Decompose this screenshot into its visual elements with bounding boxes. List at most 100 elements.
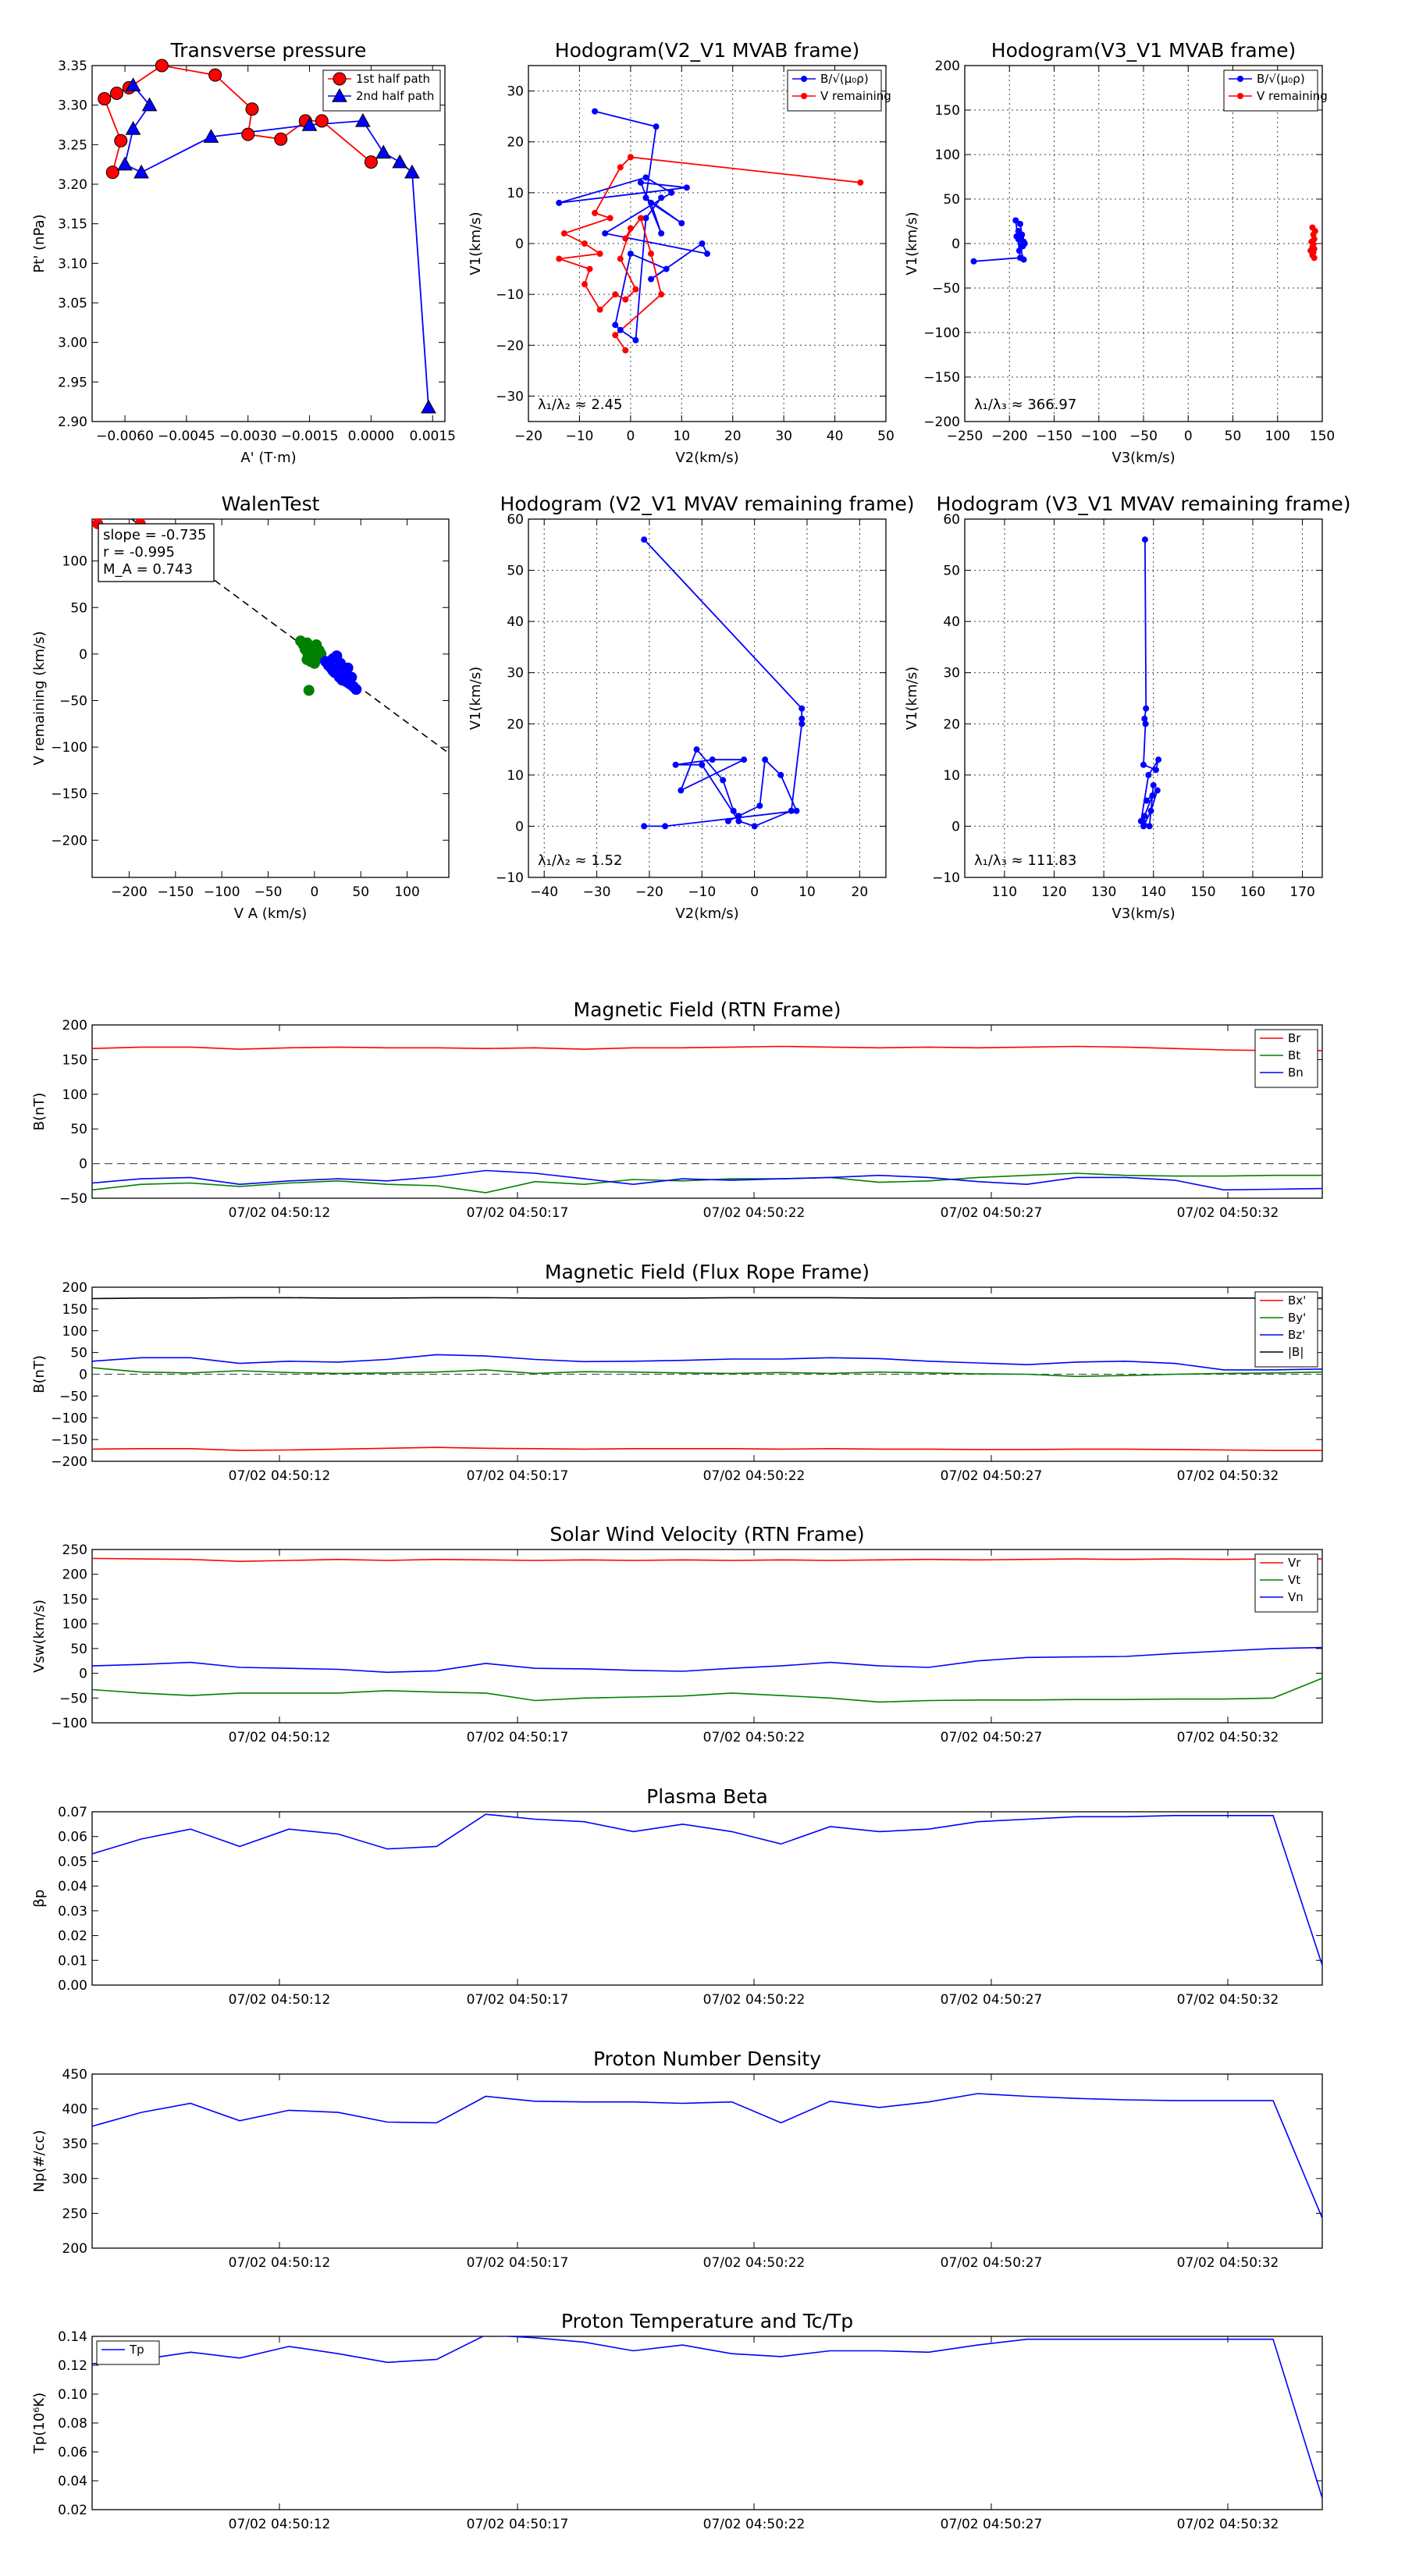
- chart-t3-legend-label: Vt: [1288, 1573, 1300, 1587]
- chart-p5-ylabel: V1(km/s): [468, 667, 484, 730]
- chart-t6-ytick-label: 0.10: [58, 2387, 87, 2403]
- chart-p2-xtick-label: 40: [827, 429, 844, 444]
- chart-p2-series-v-remaining-point: [622, 296, 629, 303]
- chart-p3-legend-label: V remaining: [1257, 89, 1328, 103]
- chart-t1-xtick-label: 07/02 04:50:32: [1177, 1205, 1279, 1221]
- chart-p2-ytick-label: −20: [496, 338, 524, 354]
- chart-p2-eigen-ratio: λ₁/λ₂ ≈ 2.45: [538, 397, 622, 413]
- chart-p4-xtick-label: −200: [111, 884, 148, 900]
- chart-p2-series-b--point: [642, 215, 649, 222]
- chart-p4-xtick-label: 50: [352, 884, 369, 900]
- chart-t6-xtick-label: 07/02 04:50:17: [467, 2517, 569, 2532]
- chart-p4-xtick-label: −150: [157, 884, 194, 900]
- chart-p3-ytick-label: −150: [923, 370, 960, 386]
- chart-p5-series-b--point: [756, 802, 763, 809]
- chart-t6-ytick-label: 0.02: [58, 2503, 87, 2518]
- chart-t1-xtick-label: 07/02 04:50:12: [229, 1205, 331, 1221]
- chart-p2-series-b--point: [678, 219, 685, 226]
- chart-p4-point-blue: [340, 667, 351, 678]
- chart-p4-stat-0: slope = -0.735: [103, 527, 206, 543]
- chart-t6-ylabel: Tp(10⁶K): [31, 2393, 48, 2454]
- chart-p3-series-b--point: [1020, 256, 1027, 263]
- chart-t3-ylabel: Vsw(km/s): [31, 1599, 48, 1673]
- chart-p2-series-v-remaining-point: [612, 291, 619, 298]
- chart-p5-title: Hodogram (V2_V1 MVAV remaining frame): [500, 493, 915, 515]
- chart-p1-legend-label: 1st half path: [356, 72, 430, 86]
- chart-p1-series-2nd-half-path-point: [141, 97, 158, 112]
- chart-p2-series-v-remaining-point: [596, 306, 603, 313]
- chart-t5-series-np: [92, 2093, 1322, 2218]
- chart-t1-ytick-label: 200: [62, 1018, 87, 1034]
- chart-p3-series-b--point: [1013, 233, 1020, 240]
- chart-p5-ytick-label: 20: [507, 717, 524, 732]
- chart-p2-series-v-remaining-point: [581, 240, 588, 247]
- chart-p5-ytick-label: −10: [496, 870, 524, 886]
- chart-p5-xlabel: V2(km/s): [675, 906, 738, 922]
- chart-p3-ytick-label: 0: [951, 237, 960, 252]
- chart-t1-xtick-label: 07/02 04:50:27: [941, 1205, 1043, 1221]
- chart-p1-legend-marker: [332, 87, 347, 102]
- chart-t3-series-vn: [92, 1646, 1322, 1674]
- chart-p2-series-b--point: [612, 322, 619, 329]
- chart-t3-ytick-label: 150: [62, 1592, 87, 1607]
- chart-t5-ytick-label: 350: [62, 2137, 87, 2152]
- chart-p5-series-b--point: [662, 823, 669, 830]
- chart-p4-point-blue: [327, 665, 339, 677]
- chart-p1-ytick-label: 3.00: [58, 336, 87, 351]
- chart-t1-series-br: [92, 1045, 1322, 1051]
- chart-p3-series-b--point: [1016, 220, 1023, 227]
- chart-p1-ytick-label: 3.05: [58, 296, 87, 311]
- chart-p2-series-v-remaining-point: [560, 229, 567, 237]
- chart-p3-series-v-remaining-point: [1311, 254, 1318, 262]
- chart-t3-series-vr: [92, 1557, 1322, 1563]
- chart-p4-xlabel: V A (km/s): [234, 906, 308, 922]
- chart-t6-xtick-label: 07/02 04:50:27: [941, 2517, 1043, 2532]
- chart-p2-xtick-label: −20: [514, 429, 542, 444]
- chart-p6-xtick-label: 150: [1190, 884, 1215, 900]
- chart-p2-ytick-label: 20: [507, 135, 524, 151]
- chart-t4-xtick-label: 07/02 04:50:32: [1177, 1992, 1279, 2008]
- chart-p3-legend-marker: [1237, 76, 1243, 82]
- chart-p5-series-b--point: [641, 536, 648, 543]
- chart-t6-frame: [91, 2336, 1323, 2510]
- chart-p1-series-2nd-half-path-point: [125, 77, 141, 92]
- chart-p1-ytick-label: 3.35: [58, 59, 87, 74]
- chart-p5-ytick-label: 0: [515, 819, 524, 834]
- chart-p5-series-b--point: [720, 777, 727, 784]
- chart-p1-series-2nd-half-path-point: [355, 112, 371, 127]
- chart-p1-series-2nd-half-path-point: [125, 121, 141, 135]
- chart-p4-ytick-label: −200: [51, 833, 87, 849]
- chart-p5-series-b--point: [735, 817, 742, 824]
- chart-p1-xtick-label: 0.0000: [348, 429, 394, 444]
- chart-p2-xtick-label: −10: [565, 429, 593, 444]
- chart-t6-xtick-label: 07/02 04:50:32: [1177, 2517, 1279, 2532]
- chart-p3-legend-label: B/√(μ₀ρ): [1257, 72, 1305, 86]
- chart-t2-plot-area: [92, 1297, 1322, 1451]
- chart-p3-xtick-label: −250: [947, 429, 984, 444]
- chart-p3-ytick-label: 200: [935, 59, 960, 74]
- chart-t4-ytick-label: 0.07: [58, 1805, 87, 1820]
- chart-t6-series-tp: [92, 2336, 1322, 2499]
- chart-p6-series-b--point: [1147, 807, 1154, 814]
- chart-t2-ytick-label: −50: [59, 1389, 87, 1404]
- chart-p5-xtick-label: −20: [635, 884, 663, 900]
- chart-t1-legend: [1254, 1029, 1318, 1088]
- chart-p3-ylabel: V1(km/s): [904, 212, 920, 275]
- chart-t2-ylabel: B(nT): [31, 1355, 48, 1393]
- chart-p6-series-b--point: [1143, 797, 1150, 804]
- chart-p6-xtick-label: 120: [1041, 884, 1066, 900]
- chart-t3-legend-label: Vn: [1288, 1590, 1304, 1604]
- chart-p2-title: Hodogram(V2_V1 MVAB frame): [555, 39, 859, 62]
- chart-p2-xlabel: V2(km/s): [675, 450, 738, 466]
- chart-p2-series-v-remaining-point: [627, 154, 634, 161]
- chart-p5-eigen-ratio: λ₁/λ₂ ≈ 1.52: [538, 852, 622, 869]
- chart-p6-series-b--point: [1145, 771, 1152, 778]
- chart-p2-legend-marker: [801, 76, 807, 82]
- chart-t2-legend-label: Bz': [1288, 1328, 1305, 1342]
- chart-t2-title: Magnetic Field (Flux Rope Frame): [545, 1261, 870, 1283]
- chart-p2-series-v-remaining-point: [617, 164, 624, 171]
- chart-p6-series-b--point: [1140, 761, 1147, 768]
- chart-p5-series-b--point: [762, 756, 769, 763]
- chart-p4-ytick-label: −50: [59, 693, 87, 709]
- chart-t5-xtick-label: 07/02 04:50:27: [941, 2255, 1043, 2271]
